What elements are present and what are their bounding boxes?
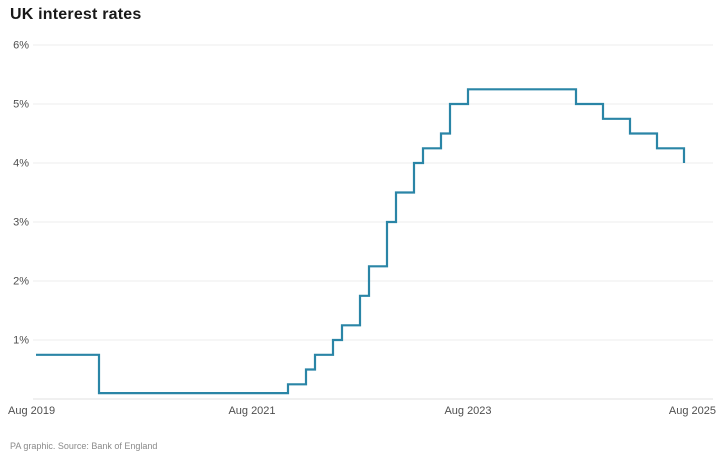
x-tick-label: Aug 2019 (8, 405, 55, 417)
y-tick-label: 2% (13, 276, 29, 288)
rate-line (36, 88, 686, 395)
x-tick-label: Aug 2021 (228, 405, 275, 417)
x-tick-label: Aug 2025 (669, 405, 716, 417)
chart-title: UK interest rates (10, 6, 142, 23)
y-tick-label: 3% (13, 217, 29, 229)
y-tick-label: 4% (13, 158, 29, 170)
source-attribution: PA graphic. Source: Bank of England (10, 441, 158, 451)
y-tick-label: 6% (13, 40, 29, 52)
y-tick-label: 1% (13, 335, 29, 347)
y-tick-label: 5% (13, 99, 29, 111)
x-tick-label: Aug 2023 (444, 405, 491, 417)
